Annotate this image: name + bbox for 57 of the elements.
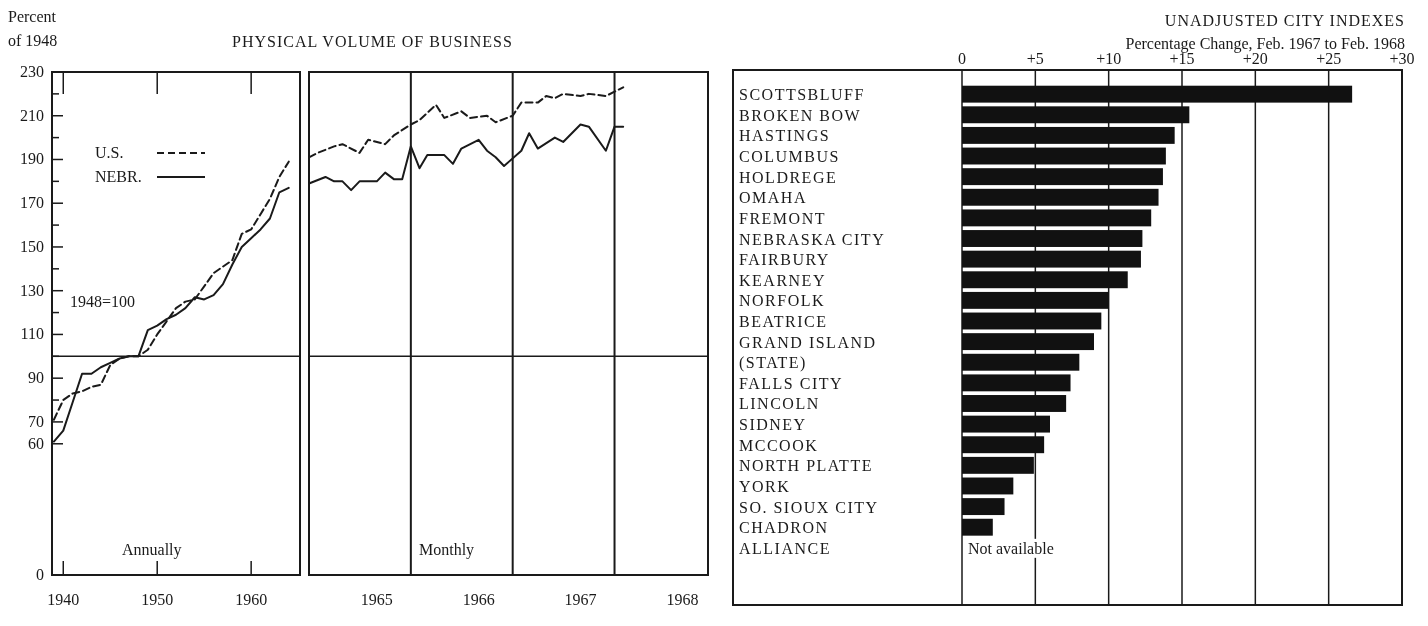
y-tick-label: 210	[20, 106, 44, 124]
x-tick-label: +25	[1316, 50, 1342, 67]
y-tick-label: 110	[20, 325, 44, 343]
y-tick-label: LINCOLN	[739, 395, 820, 413]
y-tick-label: KEARNEY	[739, 271, 826, 289]
x-tick-label: 1967	[564, 591, 597, 608]
y-tick-label: 170	[20, 194, 44, 212]
x-tick-label: 1950	[141, 591, 174, 608]
y-tick-label: NORTH PLATTE	[739, 457, 873, 475]
x-tick-label: +5	[1026, 50, 1044, 67]
y-tick-label: 150	[20, 237, 44, 255]
y-tick-label: HASTINGS	[739, 127, 831, 145]
y-tick-label: 60	[28, 434, 44, 452]
y-tick-label: GRAND ISLAND	[739, 333, 877, 351]
x-tick-label: 1960	[235, 591, 268, 608]
y-tick-label: SO. SIOUX CITY	[739, 498, 879, 516]
y-tick-label: NEBRASKA CITY	[739, 230, 886, 248]
y-tick-label: FAIRBURY	[739, 251, 830, 269]
x-tick-label: +20	[1242, 50, 1268, 67]
y-tick-label: BEATRICE	[739, 313, 828, 330]
annotation: Monthly	[419, 541, 475, 559]
x-tick-label: 1966	[462, 591, 495, 608]
annotation: Annually	[122, 541, 182, 559]
y-tick-label: FALLS CITY	[739, 374, 844, 392]
text: PHYSICAL VOLUME OF BUSINESS	[232, 33, 513, 50]
chart-subtitle: Percentage Change, Feb. 1967 to Feb. 1968	[1125, 35, 1405, 53]
x-tick-label: 1940	[47, 591, 80, 608]
y-tick-label: BROKEN BOW	[739, 106, 862, 124]
chart-title: UNADJUSTED CITY INDEXES	[1164, 12, 1405, 29]
x-tick-label: 1968	[666, 591, 699, 608]
annotation: Not available	[968, 539, 1054, 557]
legend-label: U.S.	[95, 144, 124, 161]
y-tick-label: 190	[20, 150, 44, 168]
y-tick-label: SIDNEY	[739, 416, 807, 434]
x-tick-label: 1965	[360, 591, 393, 608]
y-tick-label: CHADRON	[739, 519, 829, 537]
y-tick-label: OMAHA	[739, 189, 807, 207]
y-tick-label: FREMONT	[739, 209, 826, 227]
y-tick-label: COLUMBUS	[739, 148, 840, 166]
y-tick-label: NORFOLK	[739, 292, 826, 310]
x-tick-label: +30	[1389, 50, 1415, 67]
y-tick-label: 70	[28, 412, 44, 430]
y-tick-label: 130	[20, 281, 44, 299]
x-tick-label: +10	[1096, 50, 1122, 67]
x-tick-label: 0	[958, 50, 966, 67]
y-tick-label: MCCOOK	[739, 436, 819, 454]
y-tick-label: SCOTTSBLUFF	[739, 86, 865, 104]
y-tick-label: HOLDREGE	[739, 168, 838, 186]
y-tick-label: 90	[28, 369, 44, 387]
y-tick-label: ALLIANCE	[739, 539, 831, 557]
y-tick-label: 230	[20, 63, 44, 80]
y-tick-label: (STATE)	[739, 354, 807, 373]
y-axis-title: Percent of 1948	[8, 8, 58, 49]
y-tick-label: 0	[36, 566, 44, 583]
annotation: 1948=100	[70, 293, 136, 310]
y-tick-label: YORK	[739, 477, 791, 495]
legend-label: NEBR.	[95, 168, 142, 185]
